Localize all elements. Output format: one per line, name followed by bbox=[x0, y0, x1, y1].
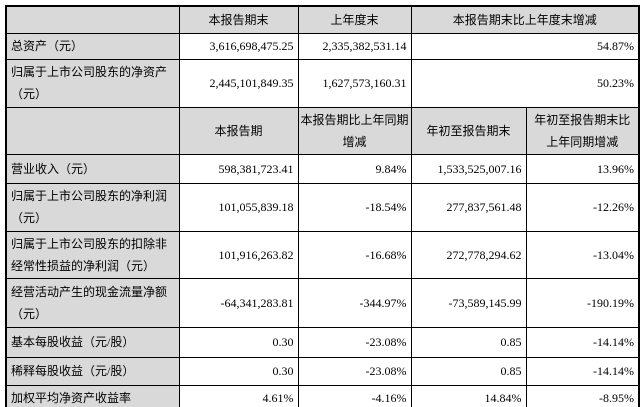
row-label: 归属于上市公司股东的净资产（元） bbox=[5, 58, 180, 108]
table-row-operating-cash-flow: 经营活动产生的现金流量净额（元） -64,341,283.81 -344.97%… bbox=[5, 277, 640, 328]
cell-current-period-end: 2,445,101,849.35 bbox=[178, 58, 299, 108]
cell-change: 50.23% bbox=[410, 58, 640, 108]
row-label: 基本每股收益（元/股） bbox=[5, 326, 180, 358]
table-row-weighted-avg-roe: 加权平均净资产收益率 4.61% -4.16% 14.84% -8.95% bbox=[5, 384, 640, 407]
column-header-ytd-change: 年初至报告期末比上年同期增减 bbox=[525, 106, 640, 155]
column-header-ytd: 年初至报告期末 bbox=[410, 106, 527, 155]
column-header-prior-year-end: 上年度末 bbox=[297, 5, 412, 34]
table-row-net-assets: 归属于上市公司股东的净资产（元） 2,445,101,849.35 1,627,… bbox=[5, 58, 640, 108]
cell-current-period: -64,341,283.81 bbox=[178, 277, 299, 328]
table-row-operating-revenue: 营业收入（元） 598,381,723.41 9.84% 1,533,525,0… bbox=[5, 153, 640, 184]
cell-current-period: 0.30 bbox=[178, 326, 299, 358]
empty-header-cell bbox=[5, 106, 180, 155]
cell-current-period-change: -16.68% bbox=[297, 230, 412, 279]
cell-current-period: 0.30 bbox=[178, 356, 299, 386]
row-label: 稀释每股收益（元/股） bbox=[5, 356, 180, 386]
cell-ytd: 272,778,294.62 bbox=[410, 230, 527, 279]
table-row-net-profit-excl-nonrecurring: 归属于上市公司股东的扣除非经常性损益的净利润（元） 101,916,263.82… bbox=[5, 230, 640, 279]
row-label: 归属于上市公司股东的扣除非经常性损益的净利润（元） bbox=[5, 230, 180, 279]
cell-current-period: 101,916,263.82 bbox=[178, 230, 299, 279]
cell-current-period: 101,055,839.18 bbox=[178, 182, 299, 232]
cell-ytd: 0.85 bbox=[410, 356, 527, 386]
cell-ytd-change: -14.14% bbox=[525, 356, 640, 386]
cell-current-period-change: -18.54% bbox=[297, 182, 412, 232]
table-row-total-assets: 总资产（元） 3,616,698,475.25 2,335,382,531.14… bbox=[5, 32, 640, 60]
cell-ytd: 0.85 bbox=[410, 326, 527, 358]
cell-current-period: 4.61% bbox=[178, 384, 299, 407]
row-label: 营业收入（元） bbox=[5, 153, 180, 184]
cell-ytd: 277,837,561.48 bbox=[410, 182, 527, 232]
row-label: 归属于上市公司股东的净利润（元） bbox=[5, 182, 180, 232]
row-label: 经营活动产生的现金流量净额（元） bbox=[5, 277, 180, 328]
cell-current-period-change: -4.16% bbox=[297, 384, 412, 407]
cell-ytd-change: -8.95% bbox=[525, 384, 640, 407]
cell-ytd-change: -13.04% bbox=[525, 230, 640, 279]
empty-header-cell bbox=[5, 5, 180, 34]
cell-current-period-change: 9.84% bbox=[297, 153, 412, 184]
cell-current-period-end: 3,616,698,475.25 bbox=[178, 32, 299, 60]
financial-summary-table: 本报告期末 上年度末 本报告期末比上年度末增减 总资产（元） 3,616,698… bbox=[5, 5, 641, 407]
column-header-period-end-change: 本报告期末比上年度末增减 bbox=[410, 5, 640, 34]
row-label: 总资产（元） bbox=[5, 32, 180, 60]
cell-current-period-change: -23.08% bbox=[297, 326, 412, 358]
table-row-diluted-eps: 稀释每股收益（元/股） 0.30 -23.08% 0.85 -14.14% bbox=[5, 356, 640, 386]
table-row-basic-eps: 基本每股收益（元/股） 0.30 -23.08% 0.85 -14.14% bbox=[5, 326, 640, 358]
column-header-current-period-change: 本报告期比上年同期增减 bbox=[297, 106, 412, 155]
column-header-current-period-end: 本报告期末 bbox=[178, 5, 299, 34]
cell-current-period: 598,381,723.41 bbox=[178, 153, 299, 184]
cell-prior-year-end: 1,627,573,160.31 bbox=[297, 58, 412, 108]
column-header-current-period: 本报告期 bbox=[178, 106, 299, 155]
cell-current-period-change: -344.97% bbox=[297, 277, 412, 328]
cell-ytd-change: -14.14% bbox=[525, 326, 640, 358]
cell-ytd-change: 13.96% bbox=[525, 153, 640, 184]
row-label: 加权平均净资产收益率 bbox=[5, 384, 180, 407]
cell-ytd: 1,533,525,007.16 bbox=[410, 153, 527, 184]
header-row-period-end: 本报告期末 上年度末 本报告期末比上年度末增减 bbox=[5, 5, 640, 34]
cell-ytd: 14.84% bbox=[410, 384, 527, 407]
cell-ytd: -73,589,145.99 bbox=[410, 277, 527, 328]
cell-prior-year-end: 2,335,382,531.14 bbox=[297, 32, 412, 60]
cell-ytd-change: -190.19% bbox=[525, 277, 640, 328]
cell-current-period-change: -23.08% bbox=[297, 356, 412, 386]
header-row-period: 本报告期 本报告期比上年同期增减 年初至报告期末 年初至报告期末比上年同期增减 bbox=[5, 106, 640, 155]
cell-change: 54.87% bbox=[410, 32, 640, 60]
table-row-net-profit: 归属于上市公司股东的净利润（元） 101,055,839.18 -18.54% … bbox=[5, 182, 640, 232]
cell-ytd-change: -12.26% bbox=[525, 182, 640, 232]
